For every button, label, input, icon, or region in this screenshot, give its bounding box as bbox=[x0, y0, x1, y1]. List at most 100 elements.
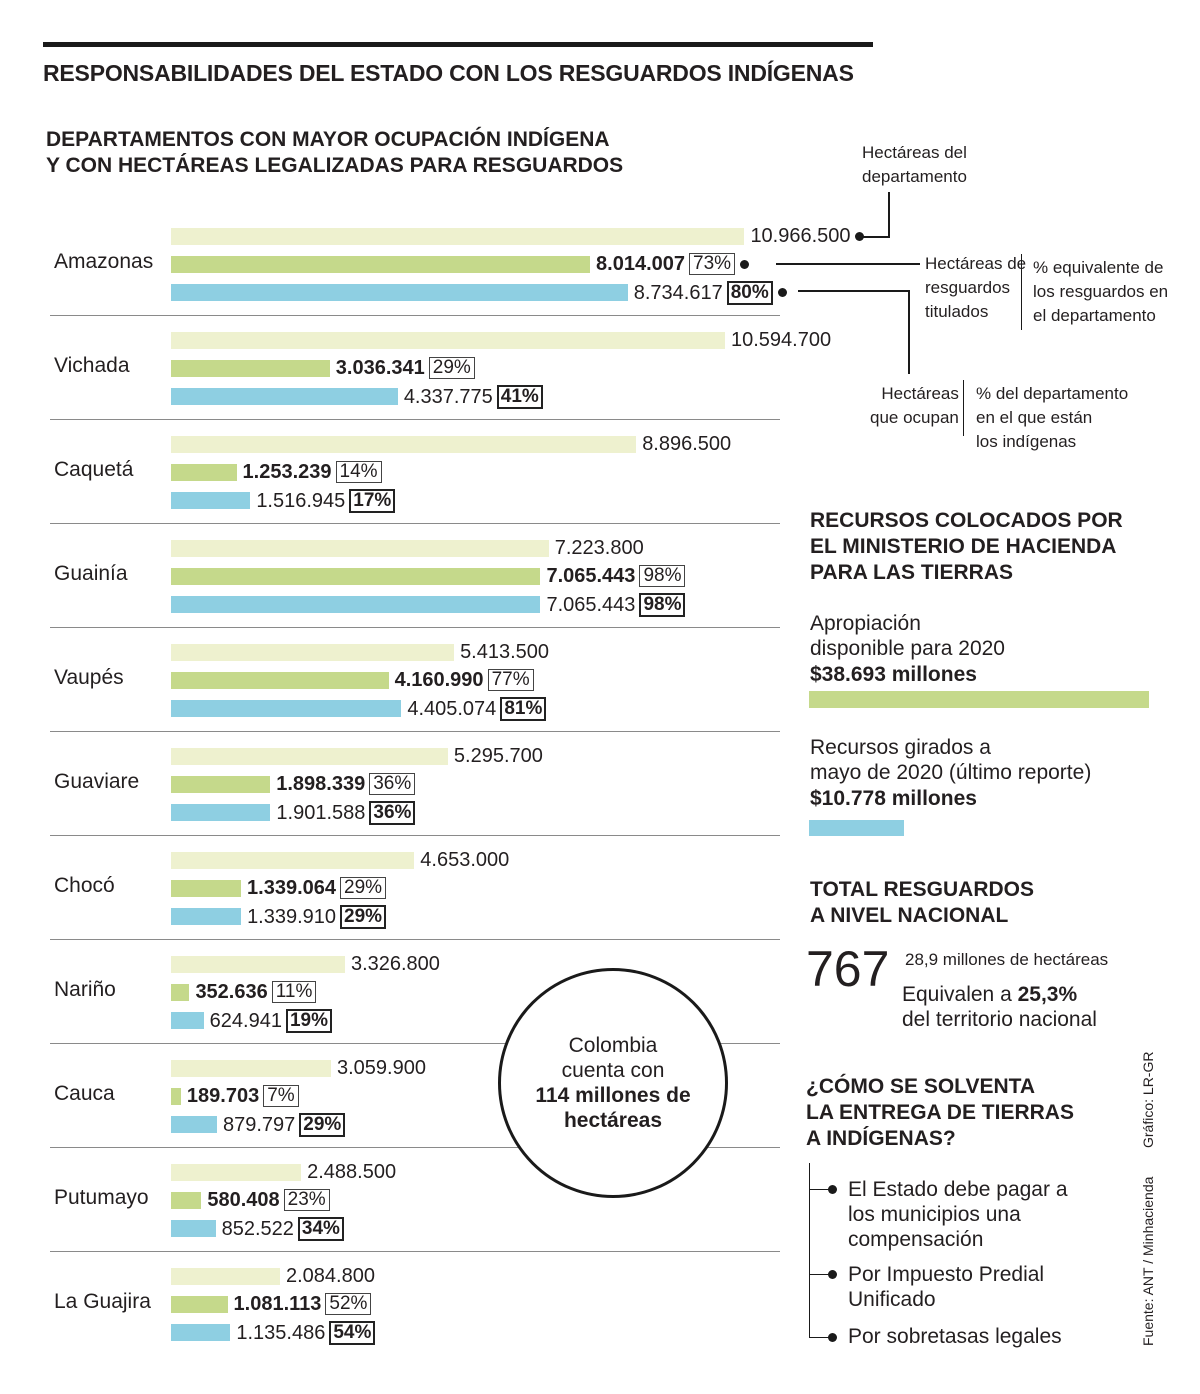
category-label: Cauca bbox=[54, 1082, 115, 1105]
bar-department bbox=[171, 1268, 280, 1285]
value-label: 1.898.339 36% bbox=[276, 773, 416, 795]
pct-label: 29% bbox=[299, 1113, 346, 1137]
value-number: 5.295.700 bbox=[453, 745, 543, 767]
bar-department bbox=[171, 436, 637, 453]
bar-occupied bbox=[171, 804, 271, 821]
bullet-icon bbox=[828, 1333, 837, 1342]
value-label: 852.522 34% bbox=[222, 1217, 344, 1241]
value-number: 879.797 bbox=[223, 1114, 296, 1136]
legend-connector bbox=[908, 290, 910, 374]
bar-department bbox=[171, 1164, 302, 1181]
legend-line: en el que están bbox=[976, 408, 1093, 427]
bar-department bbox=[171, 1060, 331, 1077]
value-label: 8.896.500 bbox=[642, 433, 731, 455]
bar-titled bbox=[171, 360, 330, 377]
value-label: 7.223.800 bbox=[555, 537, 644, 559]
solventa-item: El Estado debe pagar a los municipios un… bbox=[848, 1177, 1068, 1252]
solventa-item: Por sobretasas legales bbox=[848, 1324, 1062, 1349]
value-number: 4.337.775 bbox=[403, 386, 493, 408]
legend-connector bbox=[888, 192, 890, 237]
value-number: 2.488.500 bbox=[307, 1161, 397, 1183]
row-separator bbox=[50, 523, 780, 524]
legend-dot-icon bbox=[740, 260, 749, 269]
value-number: 189.703 bbox=[186, 1085, 260, 1107]
value-number: 7.065.443 bbox=[546, 594, 636, 616]
value-label: 1.901.588 36% bbox=[276, 801, 416, 825]
chart-title-line: Y CON HECTÁREAS LEGALIZADAS PARA RESGUAR… bbox=[46, 154, 624, 177]
bar-department bbox=[171, 228, 745, 245]
bar-titled bbox=[171, 984, 190, 1001]
value-label: 3.326.800 bbox=[351, 953, 440, 975]
value-label: 1.135.486 54% bbox=[236, 1321, 376, 1345]
pct-label: 52% bbox=[325, 1293, 372, 1315]
pct-label: 41% bbox=[496, 385, 543, 409]
value-label: 1.253.239 14% bbox=[243, 461, 382, 483]
legend-line: los indígenas bbox=[976, 432, 1077, 451]
item-line: El Estado debe pagar a bbox=[848, 1178, 1068, 1201]
row-separator bbox=[50, 1251, 780, 1252]
callout-line: hectáreas bbox=[563, 1109, 663, 1132]
pct-label: 98% bbox=[639, 593, 686, 617]
chart-title: DEPARTAMENTOS CON MAYOR OCUPACIÓN INDÍGE… bbox=[46, 127, 623, 179]
list-tick bbox=[809, 1337, 831, 1338]
label-line: disponible para 2020 bbox=[810, 637, 1005, 660]
heading-line: LA ENTREGA DE TIERRAS bbox=[806, 1101, 1074, 1124]
value-label: 10.594.700 bbox=[731, 329, 831, 351]
legend-dot-icon bbox=[855, 232, 864, 241]
value-number: 1.081.113 bbox=[233, 1293, 322, 1315]
value-label: 10.966.500 bbox=[750, 225, 850, 247]
label-line: Apropiación bbox=[810, 612, 921, 635]
category-label: Guaviare bbox=[54, 770, 140, 793]
legend-occupied: Hectáreas que ocupan bbox=[870, 382, 959, 430]
legend-line: Hectáreas del bbox=[862, 143, 967, 162]
bar-titled bbox=[171, 568, 541, 585]
pct-label: 77% bbox=[487, 669, 534, 691]
apropiacion-label: Apropiación disponible para 2020 bbox=[810, 611, 1005, 661]
legend-pct-titled: % equivalente de los resguardos en el de… bbox=[1033, 256, 1168, 328]
value-number: 4.405.074 bbox=[407, 698, 497, 720]
category-label: Putumayo bbox=[54, 1186, 149, 1209]
equiv-pct: 25,3% bbox=[1017, 983, 1078, 1006]
equiv-prefix: Equivalen a bbox=[902, 983, 1018, 1006]
bar-titled bbox=[171, 672, 389, 689]
bar-department bbox=[171, 540, 549, 557]
category-label: Vichada bbox=[54, 354, 130, 377]
bar-occupied bbox=[171, 908, 242, 925]
girados-value: $10.778 millones bbox=[810, 787, 977, 810]
bar-occupied bbox=[171, 596, 541, 613]
value-number: 7.065.443 bbox=[546, 565, 636, 587]
value-number: 5.413.500 bbox=[460, 641, 550, 663]
pct-label: 98% bbox=[639, 565, 686, 587]
bar-titled bbox=[171, 464, 237, 481]
category-label: La Guajira bbox=[54, 1290, 151, 1313]
solventa-heading: ¿CÓMO SE SOLVENTA LA ENTREGA DE TIERRAS … bbox=[806, 1074, 1074, 1152]
total-count: 767 bbox=[806, 941, 890, 997]
equiv-suffix: del territorio nacional bbox=[902, 1008, 1097, 1031]
value-number: 7.223.800 bbox=[554, 537, 644, 559]
legend-line: los resguardos en bbox=[1033, 282, 1169, 301]
legend-line: el departamento bbox=[1033, 306, 1156, 325]
pct-label: 73% bbox=[689, 253, 736, 275]
value-number: 10.966.500 bbox=[750, 225, 851, 247]
value-number: 1.339.064 bbox=[247, 877, 336, 899]
legend-dot-icon bbox=[778, 288, 787, 297]
value-label: 4.337.775 41% bbox=[404, 385, 543, 409]
value-label: 1.339.064 29% bbox=[247, 877, 387, 899]
value-number: 1.898.339 bbox=[276, 773, 366, 795]
bar-titled bbox=[171, 256, 591, 273]
credit-fuente: Fuente: ANT / Minhacienda bbox=[1140, 1176, 1156, 1346]
value-label: 7.065.443 98% bbox=[546, 565, 686, 587]
bar-department bbox=[171, 852, 415, 869]
value-label: 2.084.800 bbox=[286, 1265, 375, 1287]
value-label: 5.295.700 bbox=[454, 745, 543, 767]
callout-line: cuenta con bbox=[561, 1059, 665, 1082]
legend-dept-hectares: Hectáreas del departamento bbox=[862, 141, 967, 189]
legend-line: Hectáreas bbox=[881, 384, 959, 403]
value-label: 2.488.500 bbox=[307, 1161, 396, 1183]
bar-department bbox=[171, 332, 725, 349]
heading-line: RECURSOS COLOCADOS POR bbox=[810, 509, 1123, 532]
value-label: 3.059.900 bbox=[337, 1057, 426, 1079]
recursos-heading: RECURSOS COLOCADOS POR EL MINISTERIO DE … bbox=[810, 508, 1123, 586]
heading-line: A INDÍGENAS? bbox=[806, 1127, 956, 1150]
value-label: 624.941 19% bbox=[210, 1009, 332, 1033]
